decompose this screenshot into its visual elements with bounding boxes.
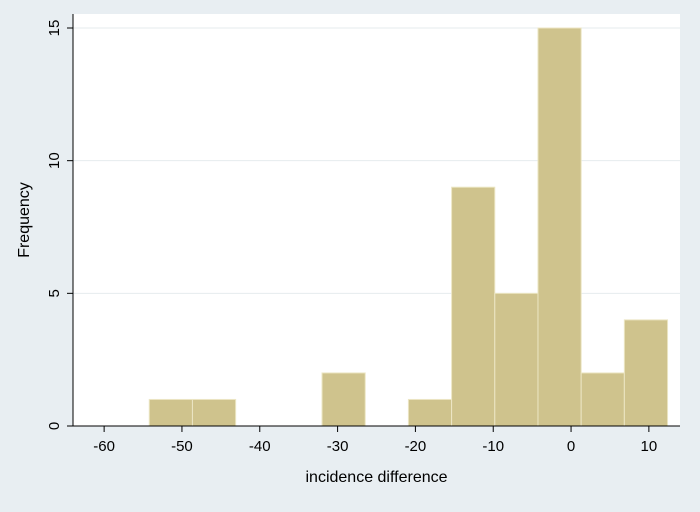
x-tick-label: -40: [249, 438, 271, 455]
histogram-bar: [191, 398, 237, 427]
x-tick-label: 10: [641, 438, 658, 455]
x-tick-label: -60: [93, 438, 115, 455]
y-tick-label: 10: [46, 152, 63, 169]
x-tick-label: 0: [567, 438, 575, 455]
y-tick-label: 5: [46, 289, 63, 297]
y-tick-label: 0: [46, 422, 63, 430]
plot-background: [73, 14, 680, 426]
x-axis-ticks: -60 -50 -40 -30 -20 -10 0 10: [93, 426, 657, 455]
x-tick-label: -30: [327, 438, 349, 455]
x-axis-title: incidence difference: [305, 469, 447, 486]
x-tick-label: -10: [482, 438, 504, 455]
bars: [148, 27, 669, 427]
x-tick-label: -20: [405, 438, 427, 455]
histogram-bar: [407, 398, 453, 427]
histogram-bar: [321, 372, 366, 427]
histogram-bar: [623, 319, 669, 427]
histogram-bar: [451, 186, 496, 427]
histogram-bar: [148, 398, 193, 427]
x-tick-label: -50: [171, 438, 193, 455]
histogram-bar: [494, 292, 539, 427]
y-axis-title: Frequency: [16, 182, 33, 258]
y-tick-label: 15: [46, 20, 63, 37]
histogram-bar: [537, 27, 582, 427]
y-axis-ticks: 0 5 10 15: [46, 20, 73, 430]
histogram-bar: [580, 372, 625, 427]
